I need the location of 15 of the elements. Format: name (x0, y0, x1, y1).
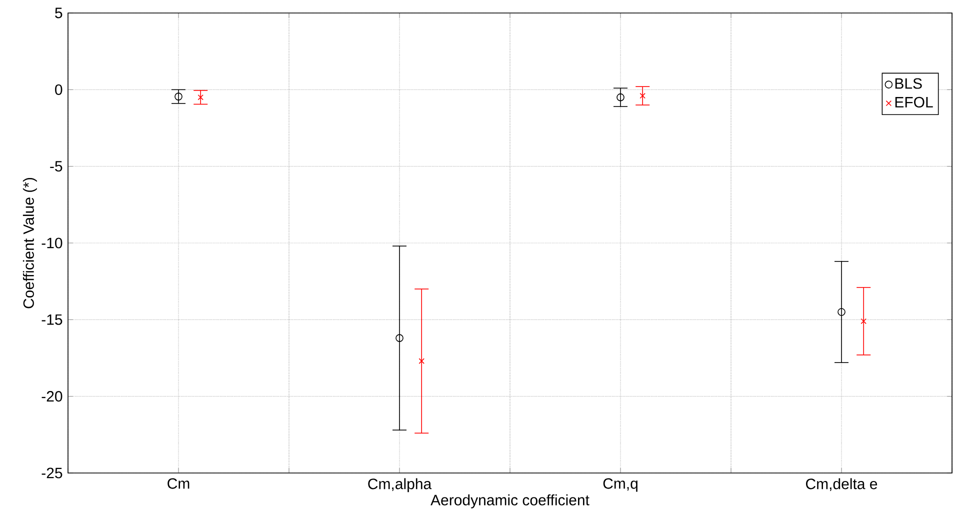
x-tick-label: Cm (168, 478, 190, 489)
y-tick-label: -15 (42, 314, 62, 325)
y-tick-label: -20 (42, 391, 62, 402)
legend-label: BLS (895, 78, 922, 89)
y-tick-label: 0 (55, 84, 62, 95)
x-tick-label: Cm,q (603, 478, 638, 492)
x-tick-label: Cm,alpha (368, 478, 432, 492)
y-axis-title: Coefficient Value (*) (22, 178, 37, 308)
y-tick-label: -10 (42, 238, 62, 248)
y-tick-label: -5 (50, 161, 62, 172)
x-axis-title: Aerodynamic coefficient (430, 494, 590, 508)
y-tick-label: -25 (42, 468, 62, 478)
x-tick-label: Cm,delta e (806, 478, 878, 491)
legend-label: EFOL (895, 96, 933, 108)
y-tick-label: 5 (55, 8, 62, 18)
